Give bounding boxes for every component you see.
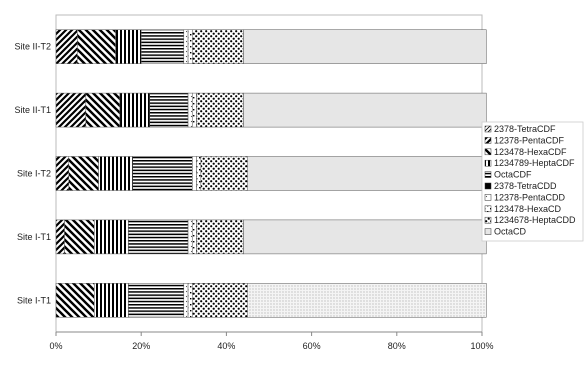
- x-axis: 0% 20% 40% 60% 80% 100%: [49, 332, 493, 351]
- legend-swatch: [485, 229, 491, 235]
- y-axis: Site II-T2 Site II-T1 Site I-T2 Site I-T1 Si…: [14, 42, 51, 306]
- bar-segment-octacdf-5: [128, 283, 183, 317]
- category-label: Site I-T2: [17, 169, 51, 179]
- bars: [56, 30, 486, 318]
- bar-segment-123478-hexacdf-5: [56, 283, 94, 317]
- bar-segment-1234678-heptacdd-5: [192, 283, 247, 317]
- legend-swatch: [485, 206, 491, 212]
- x-tick-label: 100%: [470, 341, 493, 351]
- legend-swatch: [485, 149, 491, 155]
- bar-segment-12378-pentacdf-4: [56, 220, 65, 254]
- category-label: Site II-T1: [14, 105, 51, 115]
- legend-swatch: [485, 126, 491, 132]
- bar-segment-123478-hexacd-3: [197, 157, 201, 191]
- legend-label: OctaCDF: [494, 170, 532, 180]
- bar-segment-octacd-5: [248, 283, 487, 317]
- bar-segment-12378-pentacdd-3: [192, 157, 196, 191]
- x-tick-label: 0%: [49, 341, 62, 351]
- x-tick-label: 60%: [303, 341, 321, 351]
- bar-segment-123478-hexacdf-4: [65, 220, 95, 254]
- bar-segment-octacd-1: [243, 30, 486, 64]
- legend-label: OctaCD: [494, 227, 527, 237]
- legend-label: 12378-PentaCDF: [494, 135, 565, 145]
- bar-segment-octacd-4: [243, 220, 486, 254]
- legend-label: 1234789-HeptaCDF: [494, 158, 575, 168]
- bar-segment-12378-pentacdf-3: [56, 157, 69, 191]
- legend-swatch: [485, 183, 491, 189]
- bar-segment-12378-pentacdd-4: [188, 220, 192, 254]
- legend-swatch: [485, 160, 491, 166]
- x-tick-label: 80%: [388, 341, 406, 351]
- bar-segment-octacd-3: [248, 157, 482, 191]
- bar-segment-123478-hexacd-1: [188, 30, 192, 64]
- bar-segment-123478-hexacd-4: [192, 220, 196, 254]
- bar-segment-octacdf-2: [150, 93, 188, 127]
- legend-swatch: [485, 172, 491, 178]
- bar-segment-123478-hexacdf-1: [77, 30, 115, 64]
- legend-label: 12378-PentaCDD: [494, 192, 566, 202]
- x-tick-label: 40%: [217, 341, 235, 351]
- legend-label: 1234678-HeptaCDD: [494, 215, 576, 225]
- bar-segment-1234678-heptacdd-1: [192, 30, 243, 64]
- bar-segment-octacdf-4: [128, 220, 188, 254]
- bar-segment-123478-hexacdf-2: [86, 93, 120, 127]
- legend-swatch: [485, 137, 491, 143]
- bar-segment-123478-hexacdf-3: [69, 157, 99, 191]
- bar-segment-octacdf-3: [133, 157, 193, 191]
- bar-segment-12378-pentacdf-2: [56, 93, 86, 127]
- bar-segment-123478-hexacd-2: [192, 93, 196, 127]
- bar-segment-octacd-2: [243, 93, 486, 127]
- bar-segment-123478-hexacd-5: [188, 283, 192, 317]
- bar-segment-1234678-heptacdd-4: [197, 220, 244, 254]
- bar-segment-12378-pentacdf-1: [56, 30, 77, 64]
- category-label: Site II-T2: [14, 42, 51, 52]
- category-label: Site I-T1: [17, 232, 51, 242]
- legend-label: 123478-HexaCDF: [494, 147, 567, 157]
- bar-segment-1234789-heptacdf-4: [94, 220, 128, 254]
- legend-swatch: [485, 194, 491, 200]
- legend-label: 2378-TetraCDD: [494, 181, 557, 191]
- bar-segment-1234789-heptacdf-2: [120, 93, 150, 127]
- bar-segment-1234789-heptacdf-5: [94, 283, 128, 317]
- legend-label: 2378-TetraCDF: [494, 124, 556, 134]
- category-label: Site I-T1: [17, 295, 51, 305]
- bar-segment-1234789-heptacdf-1: [116, 30, 142, 64]
- legend-label: 123478-HexaCD: [494, 204, 562, 214]
- bar-segment-1234789-heptacdf-3: [99, 157, 133, 191]
- bar-segment-12378-pentacdd-5: [184, 283, 188, 317]
- bar-segment-12378-pentacdd-1: [184, 30, 188, 64]
- bar-segment-octacdf-1: [141, 30, 184, 64]
- bar-segment-1234678-heptacdd-2: [197, 93, 244, 127]
- bar-segment-12378-pentacdd-2: [188, 93, 192, 127]
- x-tick-label: 20%: [132, 341, 150, 351]
- bar-segment-1234678-heptacdd-3: [201, 157, 248, 191]
- legend-swatch: [485, 217, 491, 223]
